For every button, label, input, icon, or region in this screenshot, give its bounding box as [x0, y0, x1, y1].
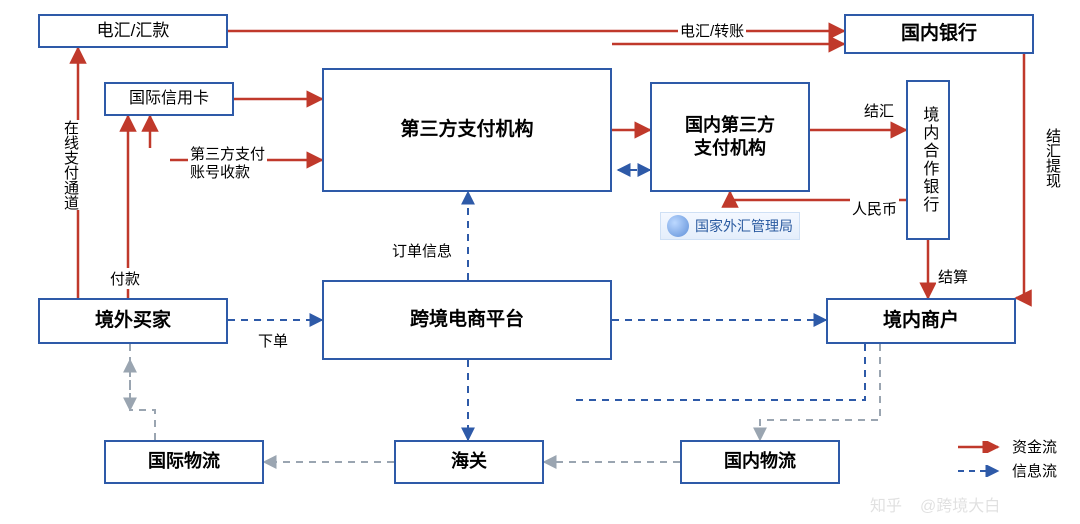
label-order-info: 订单信息 — [390, 240, 454, 261]
node-label: 国内第三方 支付机构 — [685, 114, 775, 161]
watermark-left: 知乎 — [870, 492, 902, 516]
node-label: 国内银行 — [901, 22, 977, 47]
safe-badge: 国家外汇管理局 — [660, 212, 800, 240]
node-label: 国内物流 — [724, 450, 796, 473]
label-fx-withdraw: 结汇提现 — [1040, 128, 1065, 188]
node-partner-bank: 境内合作银行 — [906, 80, 950, 240]
node-customs: 海关 — [394, 440, 544, 484]
label-rmb: 人民币 — [850, 198, 899, 219]
node-label: 国际信用卡 — [129, 89, 209, 110]
label-third-acct: 第三方支付 账号收款 — [188, 146, 267, 182]
node-label: 国际物流 — [148, 450, 220, 473]
node-buyer: 境外买家 — [38, 298, 228, 344]
node-label: 电汇/汇款 — [97, 20, 170, 42]
node-platform: 跨境电商平台 — [322, 280, 612, 360]
node-third-pay: 第三方支付机构 — [322, 68, 612, 192]
legend-info: 信息流 — [958, 460, 1057, 481]
node-label: 境内合作银行 — [918, 106, 939, 214]
node-dom-log: 国内物流 — [680, 440, 840, 484]
node-wire: 电汇/汇款 — [38, 14, 228, 48]
label-fx-settle1: 结汇 — [862, 100, 896, 121]
node-merchant: 境内商户 — [826, 298, 1016, 344]
node-intl-card: 国际信用卡 — [104, 82, 234, 116]
node-dom-bank: 国内银行 — [844, 14, 1034, 54]
node-label: 海关 — [451, 450, 487, 473]
safe-logo-icon — [667, 215, 689, 237]
label-settle: 结算 — [936, 266, 970, 287]
node-intl-log: 国际物流 — [104, 440, 264, 484]
label-pay-money: 付款 — [108, 268, 142, 289]
diagram-stage: 电汇/汇款 国际信用卡 境外买家 第三方支付机构 国内第三方 支付机构 国内银行… — [0, 0, 1080, 524]
node-label: 第三方支付机构 — [400, 118, 533, 143]
node-label: 跨境电商平台 — [410, 308, 524, 333]
legend-info-label: 信息流 — [1012, 460, 1057, 481]
label-online-pay: 在线支付通道 — [58, 120, 83, 210]
safe-label: 国家外汇管理局 — [695, 216, 793, 236]
watermark-right: @跨境大白 — [920, 492, 1000, 516]
legend-capital: 资金流 — [958, 436, 1057, 457]
node-dom-third-pay: 国内第三方 支付机构 — [650, 82, 810, 192]
node-label: 境内商户 — [883, 309, 959, 334]
label-order: 下单 — [256, 330, 290, 351]
legend-capital-label: 资金流 — [1012, 436, 1057, 457]
label-wire-xfer: 电汇/转账 — [678, 20, 746, 41]
node-label: 境外买家 — [95, 309, 171, 334]
